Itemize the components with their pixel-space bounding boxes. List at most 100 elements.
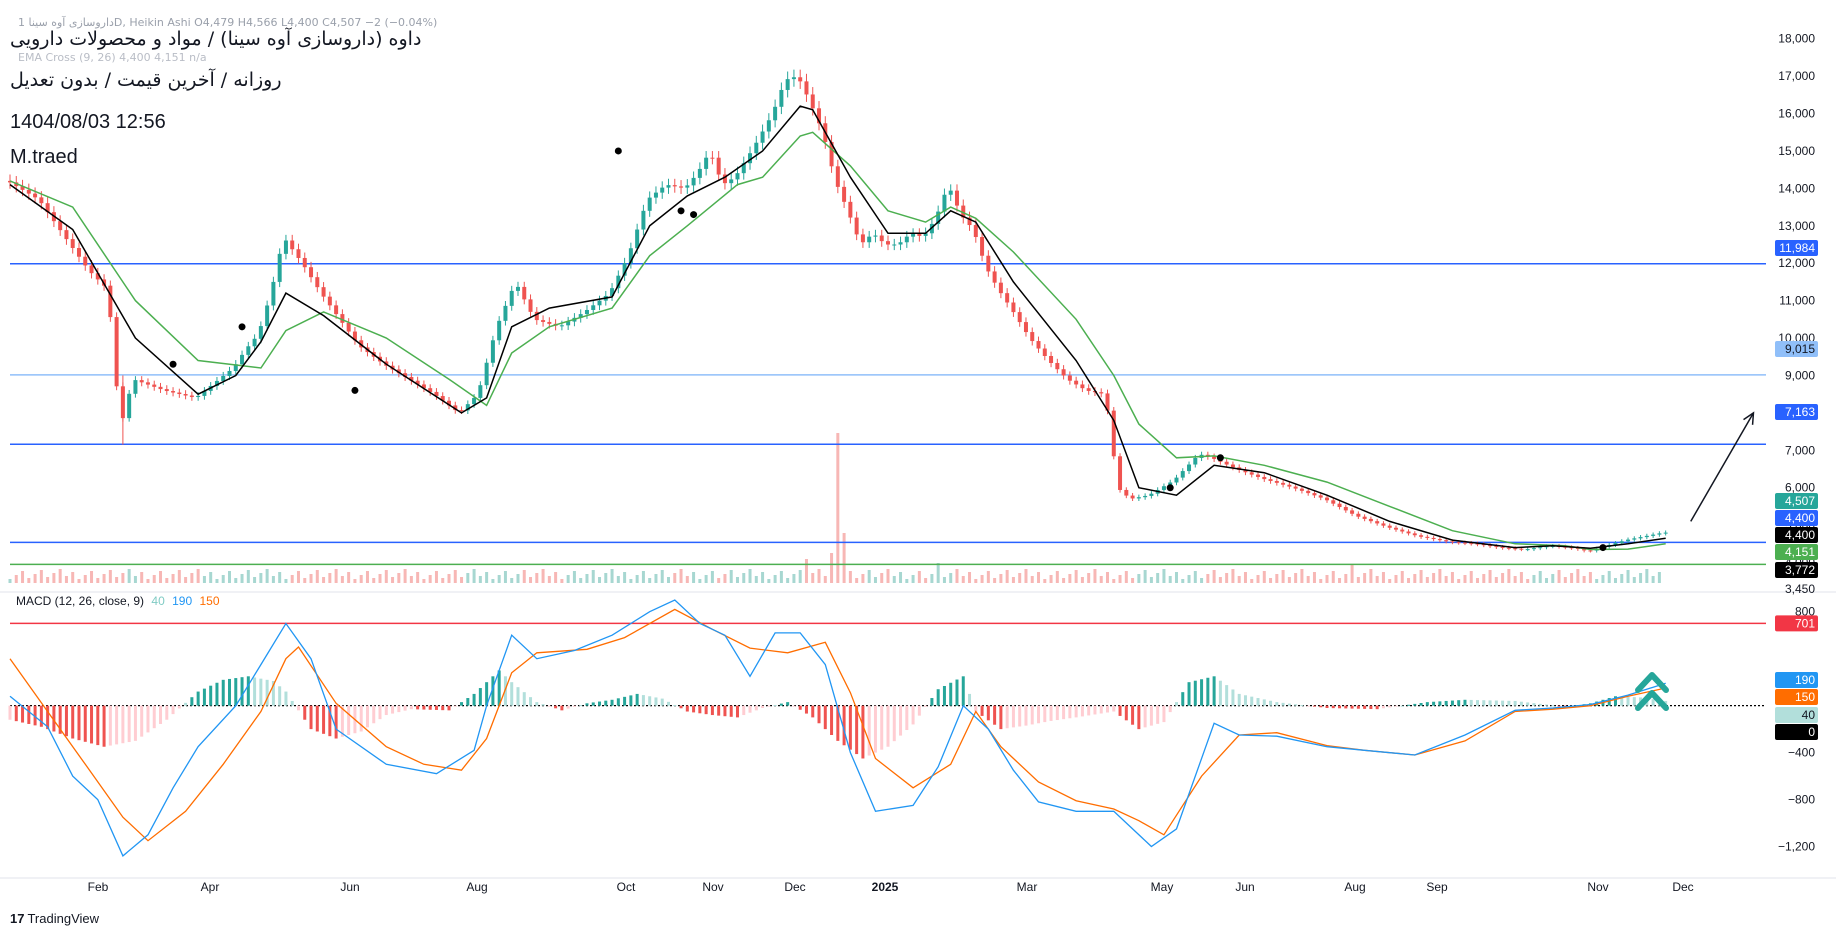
price-labels: 11,984 9,015 7,163 4,507 4,400 4,400 4,151 3,77… [1775,240,1818,596]
histogram-bar [21,705,25,723]
candle-body [1055,362,1060,370]
candle [1111,407,1116,460]
volume-bar [848,571,852,583]
candle [992,266,997,288]
volume-bar [535,573,539,583]
price-tick-label: 12,000 [1778,256,1815,270]
histogram-bar [328,705,332,737]
volume-bar [641,571,645,583]
tradingview-logo[interactable]: 17 TradingView [10,911,99,926]
macd-legend-label: MACD (12, 26, close, 9) [16,594,145,608]
candle-body [1011,302,1016,313]
candle-body [1080,384,1085,389]
volume-bar [190,573,194,583]
volume-bar [811,573,815,583]
candle-body [954,190,959,206]
candle [177,388,182,398]
time-tick-label: 2025 [872,880,899,894]
volume-bar [1269,578,1273,583]
histogram-bar [917,705,921,716]
histogram-bar [704,705,708,715]
volume-bar [704,575,708,583]
cross-marker [169,360,177,368]
histogram-bar [27,705,31,724]
candle-body [760,131,765,143]
candle-body [1111,410,1116,457]
price-tick-label: 16,000 [1778,107,1815,121]
volume-bar [1551,574,1555,583]
histogram-bar [754,705,758,711]
volume-bar [1457,579,1461,583]
histogram-bar [71,705,75,739]
histogram-bar [1325,705,1329,708]
volume-bar [604,573,608,583]
volume-bar [1118,575,1122,583]
candle-body [227,370,232,376]
histogram-bar [340,705,344,737]
candle [221,371,226,385]
candle [1099,388,1104,398]
volume-bar [491,579,495,583]
histogram-bar [560,705,564,711]
candle-body [1287,484,1292,487]
candle-body [1638,537,1643,539]
price-label: 4,151 [1775,544,1818,560]
candle [26,183,31,200]
macd-tick-label: 800 [1795,605,1815,619]
candle [283,234,288,260]
histogram-bar [1269,700,1273,706]
candle [942,188,947,218]
cross-marker [614,147,622,155]
volume-bar [246,570,250,583]
volume-bar [1375,576,1379,583]
volume-bar [1407,578,1411,583]
candle [541,315,546,327]
candle [76,242,81,263]
volume-bar [1494,577,1498,583]
candle-body [1488,545,1493,547]
volume-bar [842,533,846,583]
histogram-bar [692,705,696,713]
time-tick-label: Aug [1344,880,1365,894]
histogram-bar [265,679,269,706]
volume-bar [184,577,188,583]
histogram-bar [1551,705,1555,707]
candle-body [1149,493,1154,496]
volume-bar [8,579,12,583]
ema-crosses [169,147,1607,552]
candle-body [791,77,796,80]
volume-bar [648,578,652,583]
candle [1118,453,1123,493]
macd-legend[interactable]: MACD (12, 26, close, 9) 40 190 150 [16,594,224,608]
price-label: 0 [1775,724,1818,740]
volume-bar [1595,579,1599,583]
candle-body [660,187,665,193]
macd-labels: 701 190 150 40 0 [1775,615,1818,740]
price-label-text: 4,151 [1785,545,1815,559]
volume-bar [735,577,739,583]
volume-bar [384,570,388,583]
cross-marker [677,207,685,215]
signal-line [9,608,1666,842]
price-label-text: 4,507 [1785,494,1815,508]
histogram-bar [1538,703,1542,706]
time-tick-label: Nov [1587,880,1608,894]
histogram-bar [1275,702,1279,706]
candle-body [177,392,182,395]
histogram-bar [1356,705,1360,709]
macd-tick-label: −400 [1788,746,1815,760]
histogram-bar [779,703,783,706]
volume-bar [911,575,915,583]
histogram-bar [529,697,533,706]
price-label-bg [1775,240,1818,256]
volume-bar [629,579,633,583]
candle [171,387,176,397]
candle [127,389,132,422]
candle [440,392,445,405]
histogram-bar [1507,700,1511,706]
histogram-bar [836,705,840,741]
histogram-bar [228,678,231,706]
histogram-bar [416,705,420,710]
candle-body [635,229,640,249]
